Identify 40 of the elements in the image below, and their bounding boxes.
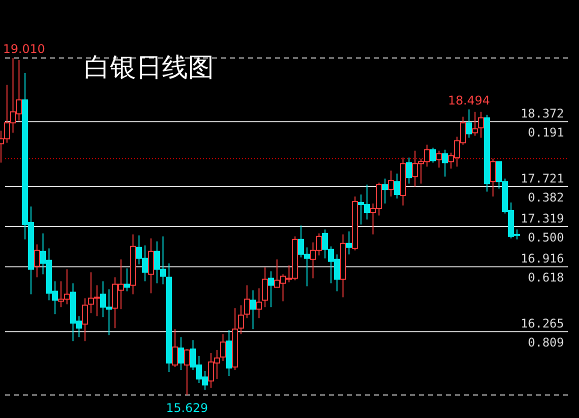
candlestick — [34, 244, 40, 278]
annotation: 15.629 — [166, 401, 208, 415]
candlestick — [184, 348, 190, 396]
chart-title: 白银日线图 — [84, 53, 214, 83]
annotation: 0.191 — [528, 126, 564, 140]
candlestick — [178, 336, 184, 370]
candlestick — [238, 304, 244, 335]
ref-line-label: 16.265 — [520, 316, 564, 331]
candlestick — [388, 170, 394, 198]
ref-line-label: 18.372 — [520, 106, 564, 121]
ref-line-label: 16.916 — [520, 252, 564, 266]
candlestick — [268, 270, 274, 308]
candlestick — [82, 298, 88, 342]
candlestick — [244, 284, 250, 319]
annotation: 0.618 — [528, 270, 564, 285]
candlestick — [220, 334, 226, 362]
candlestick — [262, 266, 268, 308]
candlestick — [478, 111, 484, 138]
annotation: 19.010 — [3, 42, 45, 56]
candlestick — [490, 158, 496, 198]
annotation: 0.809 — [528, 336, 564, 350]
candlestick — [466, 108, 472, 138]
annotation: 0.500 — [528, 230, 564, 245]
ref-line-label: 17.721 — [520, 171, 564, 186]
candlestick — [394, 173, 400, 200]
candlestick — [148, 238, 154, 294]
annotation: 18.494 — [448, 93, 490, 108]
candlestick — [346, 230, 352, 255]
candlestick — [472, 111, 478, 136]
ref-line-label: 17.319 — [520, 212, 564, 226]
candlestick — [442, 149, 448, 178]
candlestick — [250, 290, 256, 330]
candlestick — [436, 150, 442, 168]
candlestick — [124, 268, 130, 292]
candlestick — [172, 328, 178, 368]
candlestick — [430, 147, 436, 164]
annotation: 0.382 — [528, 190, 564, 204]
candlestick — [406, 157, 412, 184]
candlestick — [382, 178, 388, 204]
candlestick — [256, 288, 262, 319]
